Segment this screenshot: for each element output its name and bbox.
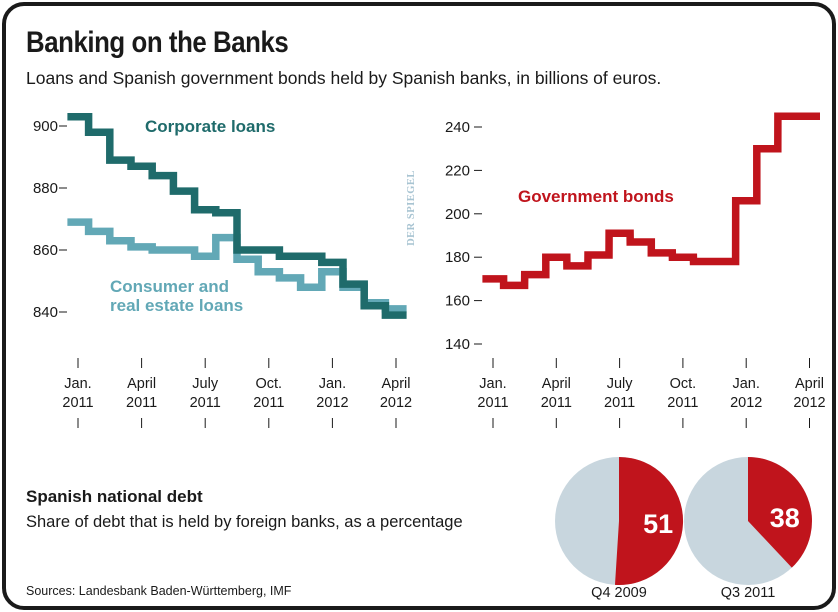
x-tick-year: 2012 — [730, 395, 762, 411]
series-label: real estate loans — [110, 296, 243, 315]
x-tick-label: April — [381, 376, 410, 392]
y-tick-label: 860 — [33, 242, 58, 259]
x-tick-year: 2011 — [667, 395, 698, 411]
x-tick-label: Jan. — [732, 376, 759, 392]
pie-foreign-share-slice — [614, 457, 684, 585]
figure-subtitle: Loans and Spanish government bonds held … — [26, 68, 662, 88]
x-tick-year: 2012 — [380, 395, 412, 411]
x-tick-year: 2011 — [253, 395, 284, 411]
x-tick-label: April — [795, 376, 824, 392]
series-line-corporate-loans — [67, 112, 407, 319]
x-tick-year: 2011 — [190, 395, 221, 411]
y-tick-label: 900 — [33, 118, 58, 135]
y-tick-label: 180 — [445, 249, 470, 266]
pie-period-label: Q3 2011 — [721, 585, 776, 601]
x-tick-year: 2012 — [316, 395, 348, 411]
pie-foreign-share-slice — [748, 457, 812, 568]
series-label: Consumer and — [110, 277, 229, 296]
watermark-text: DER SPIEGEL — [406, 170, 417, 246]
series-label: Corporate loans — [145, 117, 275, 136]
pie-period-label: Q4 2009 — [591, 585, 647, 601]
x-tick-label: April — [127, 376, 156, 392]
y-tick-label: 880 — [33, 180, 58, 197]
y-tick-label: 220 — [445, 162, 470, 179]
x-tick-year: 2011 — [541, 395, 572, 411]
x-tick-year: 2011 — [62, 395, 93, 411]
series-label: Government bonds — [518, 187, 674, 206]
source-note: Sources: Landesbank Baden-Württemberg, I… — [26, 584, 292, 598]
x-tick-year: 2011 — [604, 395, 635, 411]
x-tick-year: 2011 — [477, 395, 508, 411]
x-tick-year: 2012 — [793, 395, 825, 411]
y-tick-label: 200 — [445, 206, 470, 223]
x-tick-label: Jan. — [479, 376, 506, 392]
y-tick-label: 160 — [445, 293, 470, 310]
x-tick-label: July — [607, 376, 634, 392]
pie-value-label: 38 — [770, 503, 800, 533]
y-tick-label: 140 — [445, 336, 470, 353]
x-tick-label: April — [542, 376, 571, 392]
pie-value-label: 51 — [643, 509, 673, 539]
debt-subtitle: Share of debt that is held by foreign ba… — [26, 513, 463, 531]
x-tick-year: 2011 — [126, 395, 157, 411]
y-tick-label: 240 — [445, 119, 470, 136]
figure-title: Banking on the Banks — [26, 26, 289, 59]
y-tick-label: 840 — [33, 304, 58, 321]
debt-title: Spanish national debt — [26, 487, 203, 506]
x-tick-label: Oct. — [256, 376, 283, 392]
x-tick-label: July — [192, 376, 219, 392]
x-tick-label: Jan. — [319, 376, 346, 392]
x-tick-label: Oct. — [670, 376, 697, 392]
series-line-government-bonds — [482, 112, 820, 290]
x-tick-label: Jan. — [64, 376, 91, 392]
